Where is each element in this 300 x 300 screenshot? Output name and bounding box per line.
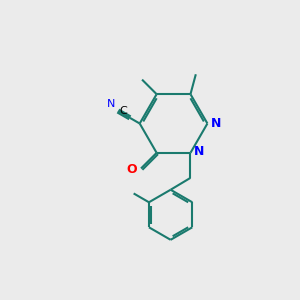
Text: N: N xyxy=(107,99,116,109)
Text: C: C xyxy=(120,106,128,116)
Text: N: N xyxy=(211,117,221,130)
Text: N: N xyxy=(194,145,204,158)
Text: O: O xyxy=(127,164,137,176)
